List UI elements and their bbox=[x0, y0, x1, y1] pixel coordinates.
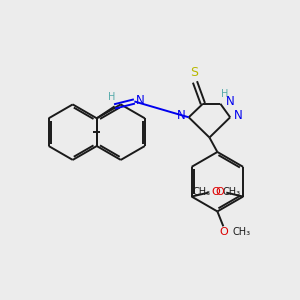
Text: O: O bbox=[211, 187, 220, 196]
Text: CH₃: CH₃ bbox=[232, 227, 250, 237]
Text: N: N bbox=[136, 94, 145, 107]
Text: H: H bbox=[108, 92, 115, 101]
Text: O: O bbox=[215, 187, 224, 196]
Text: O: O bbox=[219, 227, 228, 237]
Text: CH₃: CH₃ bbox=[192, 187, 211, 196]
Text: N: N bbox=[176, 109, 185, 122]
Text: CH₃: CH₃ bbox=[222, 187, 240, 196]
Text: H: H bbox=[220, 89, 228, 99]
Text: S: S bbox=[190, 65, 198, 79]
Text: N: N bbox=[226, 95, 235, 108]
Text: N: N bbox=[234, 109, 242, 122]
